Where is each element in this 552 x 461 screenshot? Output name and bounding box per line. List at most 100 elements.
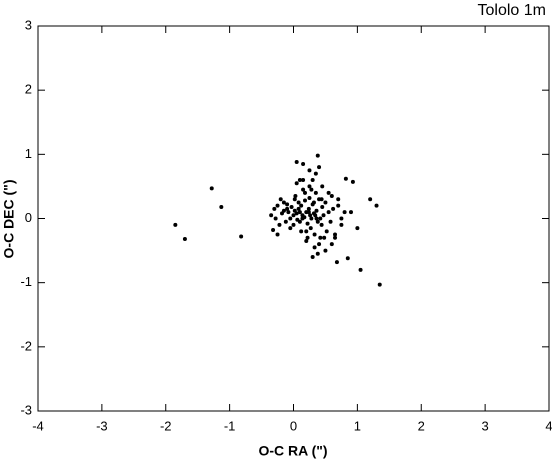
point bbox=[333, 235, 338, 240]
point bbox=[307, 184, 312, 189]
point bbox=[275, 203, 280, 208]
point bbox=[309, 216, 314, 221]
plot-frame bbox=[37, 25, 550, 412]
point bbox=[320, 204, 325, 209]
point bbox=[219, 204, 224, 209]
point bbox=[319, 197, 324, 202]
point bbox=[302, 198, 307, 203]
point bbox=[272, 206, 277, 211]
y-tick-label: 3 bbox=[25, 17, 32, 32]
point bbox=[322, 235, 327, 240]
point bbox=[306, 206, 311, 211]
point bbox=[336, 197, 341, 202]
point bbox=[301, 187, 306, 192]
point bbox=[331, 206, 336, 211]
y-tick-label: -3 bbox=[20, 402, 32, 417]
point bbox=[239, 234, 244, 239]
point bbox=[318, 235, 323, 240]
point bbox=[299, 203, 304, 208]
point bbox=[281, 208, 286, 213]
x-tick-label: -4 bbox=[32, 418, 44, 433]
point bbox=[307, 195, 312, 200]
point bbox=[299, 229, 304, 234]
point bbox=[343, 176, 348, 181]
point bbox=[329, 242, 334, 247]
point bbox=[334, 260, 339, 265]
point bbox=[313, 190, 318, 195]
point bbox=[294, 211, 299, 216]
point bbox=[348, 210, 353, 215]
point bbox=[291, 213, 296, 218]
point bbox=[319, 222, 324, 227]
point bbox=[345, 256, 350, 261]
point bbox=[296, 200, 301, 205]
point bbox=[297, 210, 302, 215]
point bbox=[326, 210, 331, 215]
point bbox=[281, 200, 286, 205]
point bbox=[318, 216, 323, 221]
point bbox=[313, 171, 318, 176]
chart-title: Tololo 1m bbox=[478, 2, 546, 19]
point bbox=[182, 237, 187, 242]
point bbox=[294, 160, 299, 165]
x-tick-label: 0 bbox=[290, 418, 297, 433]
point bbox=[269, 213, 274, 218]
y-tick-label: -2 bbox=[20, 338, 32, 353]
x-tick-label: -2 bbox=[160, 418, 172, 433]
point bbox=[293, 194, 298, 199]
x-tick-label: 2 bbox=[418, 418, 425, 433]
point bbox=[294, 181, 299, 186]
x-tick-label: -3 bbox=[96, 418, 108, 433]
point bbox=[342, 210, 347, 215]
point bbox=[285, 206, 290, 211]
point bbox=[283, 219, 288, 224]
point bbox=[314, 208, 319, 213]
point bbox=[296, 206, 301, 211]
point bbox=[339, 222, 344, 227]
point bbox=[326, 190, 331, 195]
point bbox=[310, 255, 315, 259]
point bbox=[301, 178, 306, 182]
point bbox=[368, 197, 373, 202]
point bbox=[297, 178, 302, 182]
x-tick-label: 1 bbox=[354, 418, 361, 433]
point bbox=[271, 228, 276, 233]
point bbox=[209, 186, 214, 191]
point bbox=[300, 216, 305, 221]
point bbox=[350, 179, 355, 184]
x-tick-label: -1 bbox=[224, 418, 236, 433]
point bbox=[315, 219, 320, 224]
point bbox=[289, 204, 294, 209]
point bbox=[311, 200, 316, 205]
point bbox=[273, 216, 278, 221]
point bbox=[308, 213, 313, 218]
point bbox=[355, 226, 360, 231]
point bbox=[306, 210, 311, 215]
point bbox=[307, 168, 312, 173]
point bbox=[329, 194, 334, 199]
point bbox=[304, 229, 309, 234]
point bbox=[288, 226, 293, 231]
point bbox=[310, 178, 315, 182]
y-axis-label: O-C DEC (") bbox=[1, 180, 17, 259]
point bbox=[323, 200, 328, 205]
point bbox=[320, 184, 325, 189]
point bbox=[285, 202, 290, 207]
point bbox=[358, 267, 363, 272]
point bbox=[336, 203, 341, 208]
point bbox=[324, 229, 329, 234]
point bbox=[333, 232, 338, 237]
point bbox=[173, 222, 178, 227]
point bbox=[315, 153, 320, 158]
point bbox=[377, 282, 382, 287]
point bbox=[321, 213, 326, 218]
point bbox=[291, 222, 296, 227]
point bbox=[304, 238, 309, 243]
point bbox=[305, 235, 310, 240]
point bbox=[328, 219, 333, 224]
point bbox=[312, 245, 317, 250]
point bbox=[317, 165, 322, 170]
point bbox=[314, 216, 319, 221]
point bbox=[292, 197, 297, 202]
